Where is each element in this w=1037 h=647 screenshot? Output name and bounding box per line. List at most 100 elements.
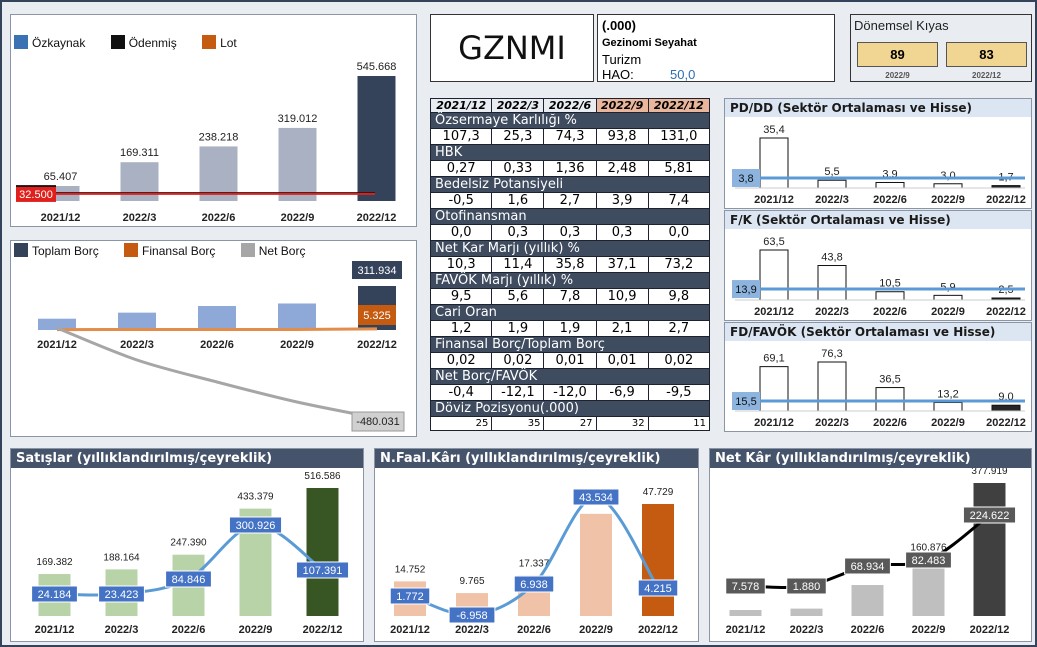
quarterly-label: 84.846 xyxy=(172,574,206,586)
ratio-value-cell: 0,01 xyxy=(543,352,597,369)
sector-bar xyxy=(817,265,847,301)
sector-bar xyxy=(759,366,789,412)
x-tick-label: 2022/6 xyxy=(851,624,885,636)
ratio-category-label: Net Kar Marjı (yıllık) % xyxy=(430,240,710,257)
ratio-value-cell: 0,3 xyxy=(543,224,597,241)
ratio-value-cell: 0,27 xyxy=(429,160,493,177)
quarterly-label: -6.958 xyxy=(456,610,487,622)
x-tick-label: 2021/12 xyxy=(726,624,766,636)
ratio-value-row: 25 35 27 32 11 xyxy=(429,416,711,431)
netkar-panel: Net Kâr (yıllıklandırılmış/çeyreklik) 20… xyxy=(709,448,1032,642)
ratio-header-cell: 2022/3 xyxy=(491,98,545,113)
sector-bar-label: 43,8 xyxy=(821,252,842,264)
sector-bar xyxy=(933,183,963,189)
ratio-value-row: 10,3 11,4 35,8 37,1 73,2 xyxy=(429,256,711,273)
ratio-value-cell: 10,9 xyxy=(595,288,649,305)
equity-bar xyxy=(120,162,159,201)
ratio-category-label: Finansal Borç/Toplam Borç xyxy=(430,336,710,353)
fk-title: F/K (Sektör Ortalaması ve Hisse) xyxy=(725,211,1031,229)
sector-bar-label: 5,9 xyxy=(940,281,955,293)
x-tick-label: 2022/3 xyxy=(815,194,849,206)
ratio-value-cell: 5,6 xyxy=(491,288,545,305)
annual-bar xyxy=(306,488,339,616)
x-tick-label: 2022/9 xyxy=(280,339,314,351)
annual-bar-label: 188.164 xyxy=(103,552,140,563)
annual-bar-label: 247.390 xyxy=(170,538,207,549)
company-panel: (.000) Gezinomi Seyahat Turizm HAO: 50,0 xyxy=(597,14,835,82)
ratio-value-row: 9,5 5,6 7,8 10,9 9,8 xyxy=(429,288,711,305)
nfaal-title: N.Faal.Kârı (yıllıklandırılmış/çeyreklik… xyxy=(375,449,698,468)
ratio-value-cell: 0,02 xyxy=(429,352,493,369)
ratio-value-cell: 10,3 xyxy=(429,256,493,273)
pd-dd-chart: 35,42021/125,52022/33,92022/63,02022/91,… xyxy=(732,124,1026,206)
sector-bar xyxy=(933,294,963,301)
periodic-period: 2022/12 xyxy=(972,71,1001,80)
stock-ratio-label: 15,5 xyxy=(735,396,756,408)
x-tick-label: 2021/12 xyxy=(37,339,77,351)
legend-label: Lot xyxy=(220,36,237,50)
legend-label: Toplam Borç xyxy=(32,244,99,258)
ratio-value-cell: -9,5 xyxy=(647,384,711,401)
sector-bar-label: 3,0 xyxy=(940,170,955,182)
ratio-category-label: Cari Oran xyxy=(430,304,710,321)
ratio-value-cell: 73,2 xyxy=(647,256,711,273)
net-debt-label-box xyxy=(351,411,405,432)
company-sector: Turizm xyxy=(602,52,642,67)
ratio-value-cell: 0,3 xyxy=(491,224,545,241)
ratio-value-row: -0,4 -12,1 -12,0 -6,9 -9,5 xyxy=(429,384,711,401)
sector-bar xyxy=(759,249,789,301)
annual-bar xyxy=(973,483,1006,616)
sales-panel: Satışlar (yıllıklandırılmış/çeyreklik) 1… xyxy=(10,448,364,642)
x-tick-label: 2022/9 xyxy=(239,624,273,636)
fd-favok-chart: 69,1 2021/12 76,3 2022/3 36,5 2022/6 13,2 2022/… xyxy=(732,348,1026,429)
debt-panel: Toplam Borç Finansal Borç Net Borç 2021/… xyxy=(10,240,417,437)
stock-ratio-label: 3,8 xyxy=(738,173,753,185)
quarterly-label: 224.622 xyxy=(970,510,1010,522)
legend-swatch xyxy=(14,243,28,257)
ticker-title: GZNMI xyxy=(458,29,566,67)
equity-bar-label: 238.218 xyxy=(199,131,239,143)
pd-dd-title: PD/DD (Sektör Ortalaması ve Hisse) xyxy=(725,99,1031,117)
annual-bar xyxy=(790,608,823,616)
sector-bar xyxy=(817,179,847,189)
ratio-category-label: Döviz Pozisyonu(.000) xyxy=(430,400,710,417)
legend-swatch xyxy=(240,243,255,257)
financial-debt-line xyxy=(56,327,378,332)
ratio-category-row: Net Borç/FAVÖK xyxy=(430,368,710,385)
annual-bar-label: 47.729 xyxy=(643,487,674,498)
ratio-header-cell: 2022/6 xyxy=(543,98,597,113)
x-tick-label: 2021/12 xyxy=(754,417,794,429)
ratio-category-row: HBK xyxy=(430,144,710,161)
fk-panel: F/K (Sektör Ortalaması ve Hisse) 63,5 202… xyxy=(724,210,1032,321)
ratio-category-label: Net Borç/FAVÖK xyxy=(430,368,710,385)
nfaal-panel: N.Faal.Kârı (yıllıklandırılmış/çeyreklik… xyxy=(374,448,699,642)
quarterly-label-box xyxy=(786,577,827,595)
debt-legend: Toplam Borç Finansal Borç Net Borç xyxy=(14,243,327,258)
quarterly-label: 7.578 xyxy=(732,581,760,593)
x-tick-label: 2022/6 xyxy=(200,339,234,351)
net-debt-line xyxy=(56,326,378,420)
quarterly-label: 300.926 xyxy=(236,520,276,532)
ratio-value-cell: 35,8 xyxy=(543,256,597,273)
total-debt-label-box xyxy=(352,261,402,279)
stock-ratio-label-box xyxy=(732,392,760,410)
total-debt-bar xyxy=(198,306,236,330)
ratio-header-cell: 2022/9 xyxy=(595,98,649,113)
equity-bar-label: 545.668 xyxy=(357,61,397,73)
ratio-category-row: Net Kar Marjı (yıllık) % xyxy=(430,240,710,257)
sales-chart: 169.382 2021/12 188.164 2022/3 247.390 2022/6… xyxy=(31,471,350,636)
ratio-value-cell: 0,33 xyxy=(491,160,545,177)
total-debt-bar xyxy=(278,303,316,330)
x-tick-label: 2022/3 xyxy=(815,306,849,318)
pd-dd-panel: PD/DD (Sektör Ortalaması ve Hisse) 35,4 2… xyxy=(724,98,1032,209)
sector-bar xyxy=(875,291,905,301)
sector-bar-label: 13,2 xyxy=(937,389,958,401)
sector-bar xyxy=(817,361,847,412)
ratio-category-label: HBK xyxy=(430,144,710,161)
ratio-value-row: 107,3 25,3 74,3 93,8 131,0 xyxy=(429,128,711,145)
ratio-value-cell: 1,9 xyxy=(491,320,545,337)
annual-bar xyxy=(580,513,612,616)
ratio-value-cell: -0,5 xyxy=(429,192,493,209)
x-tick-label: 2022/12 xyxy=(986,417,1026,429)
ratio-value-cell: 2,7 xyxy=(647,320,711,337)
